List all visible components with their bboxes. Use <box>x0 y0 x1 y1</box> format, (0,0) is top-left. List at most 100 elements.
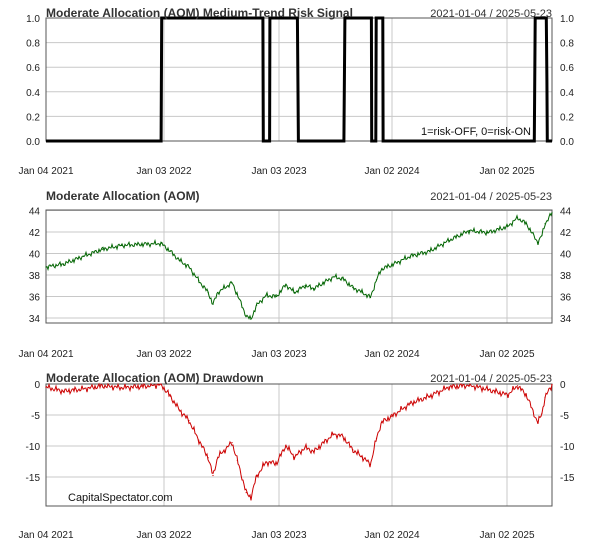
y-tick-label-right: 0.8 <box>560 39 574 50</box>
data-point <box>275 295 278 298</box>
data-point <box>198 280 200 282</box>
y-tick-label-left: 42 <box>29 228 41 239</box>
data-point <box>63 263 65 265</box>
data-point <box>217 291 219 294</box>
y-tick-label-left: -15 <box>26 473 41 484</box>
data-point <box>140 243 142 245</box>
data-point <box>468 384 470 386</box>
y-tick-label-left: 36 <box>29 293 41 304</box>
data-point <box>448 386 450 388</box>
data-point <box>313 288 315 290</box>
data-point <box>83 388 85 390</box>
data-point <box>323 442 325 444</box>
data-point <box>169 250 171 252</box>
data-point <box>506 226 508 228</box>
signal-line <box>46 16 552 143</box>
data-point <box>140 385 142 387</box>
data-point <box>207 291 209 294</box>
data-point <box>285 284 287 286</box>
data-point <box>294 291 296 294</box>
data-point <box>544 223 546 225</box>
data-point <box>245 315 247 317</box>
panel-date-range: 2021-01-04 / 2025-05-23 <box>430 191 552 203</box>
panel-date-range: 2021-01-04 / 2025-05-23 <box>430 373 552 385</box>
data-point <box>525 223 528 225</box>
data-point <box>468 230 470 232</box>
data-point <box>198 439 200 441</box>
y-tick-label-left: 44 <box>29 207 41 218</box>
data-point <box>83 255 85 257</box>
data-point <box>525 394 528 396</box>
y-tick-label-left: 1.0 <box>26 14 40 25</box>
data-point <box>409 402 411 405</box>
data-point <box>236 293 238 296</box>
y-tick-label-left: -10 <box>26 442 41 453</box>
data-point <box>506 394 508 396</box>
data-point <box>375 437 378 439</box>
data-point <box>188 266 190 268</box>
data-point <box>121 387 123 389</box>
x-tick-label: Jan 03 2023 <box>251 166 306 177</box>
y-tick-label-right: 0 <box>560 380 566 391</box>
y-tick-label-left: 38 <box>29 271 41 282</box>
y-tick-label-left: 0 <box>34 380 40 391</box>
x-tick-label: Jan 02 2024 <box>364 166 419 177</box>
data-point <box>352 287 354 289</box>
data-point <box>537 241 539 243</box>
y-tick-label-right: 34 <box>560 314 572 325</box>
data-point <box>323 282 325 284</box>
watermark-label: CapitalSpectator.com <box>68 492 173 504</box>
y-tick-label-left: 34 <box>29 314 41 325</box>
y-tick-label-right: 0.6 <box>560 63 574 74</box>
data-point <box>121 244 123 246</box>
data-point <box>487 232 489 234</box>
data-point <box>188 420 190 422</box>
data-point <box>178 259 180 261</box>
data-point <box>429 250 431 252</box>
data-point <box>537 422 539 424</box>
data-point <box>285 445 287 447</box>
data-point <box>333 433 335 435</box>
y-tick-label-left: -5 <box>31 411 40 422</box>
x-tick-label: Jan 04 2021 <box>18 349 73 360</box>
data-point <box>265 294 267 297</box>
data-point <box>516 217 519 219</box>
y-tick-label-left: 0.4 <box>26 88 40 99</box>
data-point <box>342 278 344 280</box>
data-point <box>250 318 252 320</box>
signal-legend-note: 1=risk-OFF, 0=risk-ON <box>421 126 531 138</box>
data-point <box>551 212 553 214</box>
data-point <box>362 456 364 458</box>
x-tick-label: Jan 02 2025 <box>479 530 534 541</box>
data-point <box>275 462 278 464</box>
y-tick-label-right: 40 <box>560 250 572 261</box>
data-point <box>369 296 372 299</box>
data-point <box>487 388 489 391</box>
data-point <box>217 456 219 458</box>
data-point <box>231 282 233 284</box>
x-tick-label: Jan 03 2023 <box>251 349 306 360</box>
data-point <box>304 285 306 287</box>
data-point <box>212 303 214 305</box>
data-point <box>178 409 180 411</box>
x-tick-label: Jan 02 2025 <box>479 349 534 360</box>
y-tick-label-right: 42 <box>560 228 572 239</box>
y-tick-label-right: 44 <box>560 207 572 218</box>
data-point <box>352 449 354 451</box>
data-point <box>265 461 267 463</box>
x-tick-label: Jan 03 2022 <box>136 530 191 541</box>
price-line <box>45 212 553 321</box>
panel-title: Moderate Allocation (AOM) Drawdown <box>46 371 264 385</box>
data-point <box>256 475 258 477</box>
y-tick-label-right: -15 <box>560 473 575 484</box>
panel-title: Moderate Allocation (AOM) Medium-Trend R… <box>46 6 353 20</box>
x-tick-label: Jan 02 2024 <box>364 530 419 541</box>
y-tick-label-right: 0.0 <box>560 137 574 148</box>
y-tick-label-right: 38 <box>560 271 572 282</box>
data-point <box>362 291 364 294</box>
data-point <box>369 463 372 466</box>
plot-frame <box>45 209 553 324</box>
data-point <box>375 279 378 281</box>
